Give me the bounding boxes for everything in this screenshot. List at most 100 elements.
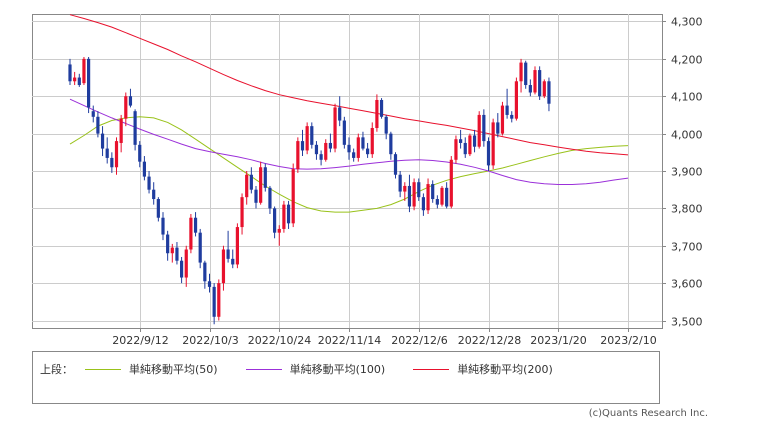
candle-body xyxy=(324,142,328,160)
candle-body xyxy=(459,139,463,143)
x-tick-label: 2023/1/20 xyxy=(530,334,586,345)
ma-line-50 xyxy=(69,116,629,213)
candle-down xyxy=(180,256,184,284)
candle-up xyxy=(189,213,193,254)
candle-down xyxy=(175,242,179,265)
candle-body xyxy=(486,141,491,166)
candle-body xyxy=(356,137,360,158)
candle-down xyxy=(138,141,142,168)
y-tick-label: 3,800 xyxy=(671,203,703,216)
candle-body xyxy=(389,133,393,155)
candle-body xyxy=(226,249,230,259)
candle-down xyxy=(314,141,319,160)
candle-down xyxy=(389,131,393,160)
candle-down xyxy=(463,137,467,158)
candle-up xyxy=(291,163,295,228)
candle-down xyxy=(496,113,500,138)
candle-body xyxy=(454,139,458,160)
candle-body xyxy=(342,120,346,145)
candle-down xyxy=(319,150,323,166)
candle-up xyxy=(375,94,379,132)
candle-body xyxy=(445,187,449,207)
candle-body xyxy=(91,111,95,117)
candle-body xyxy=(82,58,86,84)
candle-body xyxy=(496,122,500,134)
candle-body xyxy=(114,141,119,168)
candle-body xyxy=(431,184,435,200)
copyright-credit: (c)Quants Research Inc. xyxy=(588,408,708,419)
candle-up xyxy=(277,225,281,246)
x-tick-label: 2022/12/6 xyxy=(391,334,447,345)
candle-body xyxy=(379,99,384,117)
legend-item-ma100: 単純移動平均(100) xyxy=(245,361,386,377)
candle-body xyxy=(254,189,258,203)
candle-down xyxy=(91,105,95,123)
candle-body xyxy=(352,152,356,158)
candle-up xyxy=(440,185,444,207)
candle-body xyxy=(305,126,309,151)
candle-down xyxy=(417,178,421,201)
candle-down xyxy=(100,126,105,157)
candle-up xyxy=(491,118,495,170)
candle-body xyxy=(152,189,156,200)
candle-body xyxy=(110,157,114,168)
candle-body xyxy=(268,187,272,209)
candle-up xyxy=(296,137,300,173)
candle-body xyxy=(300,141,305,151)
candle-up xyxy=(282,200,286,233)
candle-body xyxy=(133,111,137,145)
candle-body xyxy=(403,185,407,192)
moving-average-lines xyxy=(69,14,629,213)
candle-down xyxy=(156,197,160,222)
x-axis-labels: 2022/9/12 2022/10/3 2022/10/24 2022/11/14 20… xyxy=(112,328,657,347)
candle-up xyxy=(240,193,244,235)
candle-body xyxy=(161,217,165,235)
legend-swatch-ma200 xyxy=(413,368,450,370)
candle-body xyxy=(296,141,300,170)
candle-up xyxy=(221,245,226,291)
candle-body xyxy=(96,116,100,134)
candle-body xyxy=(282,204,286,229)
candle-down xyxy=(328,133,332,153)
legend-swatch-ma50 xyxy=(85,368,121,370)
candle-up xyxy=(356,133,360,162)
legend-item-ma200: 単純移動平均(200) xyxy=(413,361,553,377)
candle-body xyxy=(347,144,351,153)
y-tick-label: 4,100 xyxy=(671,91,703,104)
candle-body xyxy=(128,96,133,106)
candle-down xyxy=(147,171,151,194)
candle-body xyxy=(361,137,365,149)
candle-up xyxy=(449,156,453,209)
candle-down xyxy=(431,180,435,203)
candle-body xyxy=(319,154,323,160)
legend-prefix: 上段： xyxy=(40,363,73,376)
candle-body xyxy=(333,107,337,149)
y-tick-label: 3,600 xyxy=(671,278,703,291)
candle-up xyxy=(259,161,263,205)
candle-down xyxy=(459,129,463,149)
candle-body xyxy=(435,199,439,205)
candle-down xyxy=(486,137,491,171)
candle-body xyxy=(180,260,184,278)
candle-body xyxy=(184,249,188,278)
candle-body xyxy=(147,176,151,190)
candle-body xyxy=(426,184,430,211)
candle-down xyxy=(105,137,109,164)
candle-down xyxy=(263,163,267,192)
legend-swatch-ma100 xyxy=(245,368,282,370)
legend-label-ma100: 単純移動平均(100) xyxy=(289,363,386,376)
candle-body xyxy=(417,182,421,198)
candle-down xyxy=(207,273,212,293)
candle-down xyxy=(338,96,342,127)
candle-down xyxy=(193,212,198,237)
candle-up xyxy=(454,135,458,164)
candle-body xyxy=(310,126,314,145)
candle-body xyxy=(193,217,198,233)
candle-down xyxy=(142,156,146,181)
legend-label-ma50: 単純移動平均(50) xyxy=(129,363,218,376)
candlesticks xyxy=(68,56,551,325)
x-tick-label: 2022/11/14 xyxy=(318,334,381,345)
candle-body xyxy=(249,174,253,190)
legend-panel: 上段： 単純移動平均(50) 単純移動平均(100) 単純移動平均(200) xyxy=(32,351,660,404)
y-tick-label: 4,000 xyxy=(671,129,703,142)
